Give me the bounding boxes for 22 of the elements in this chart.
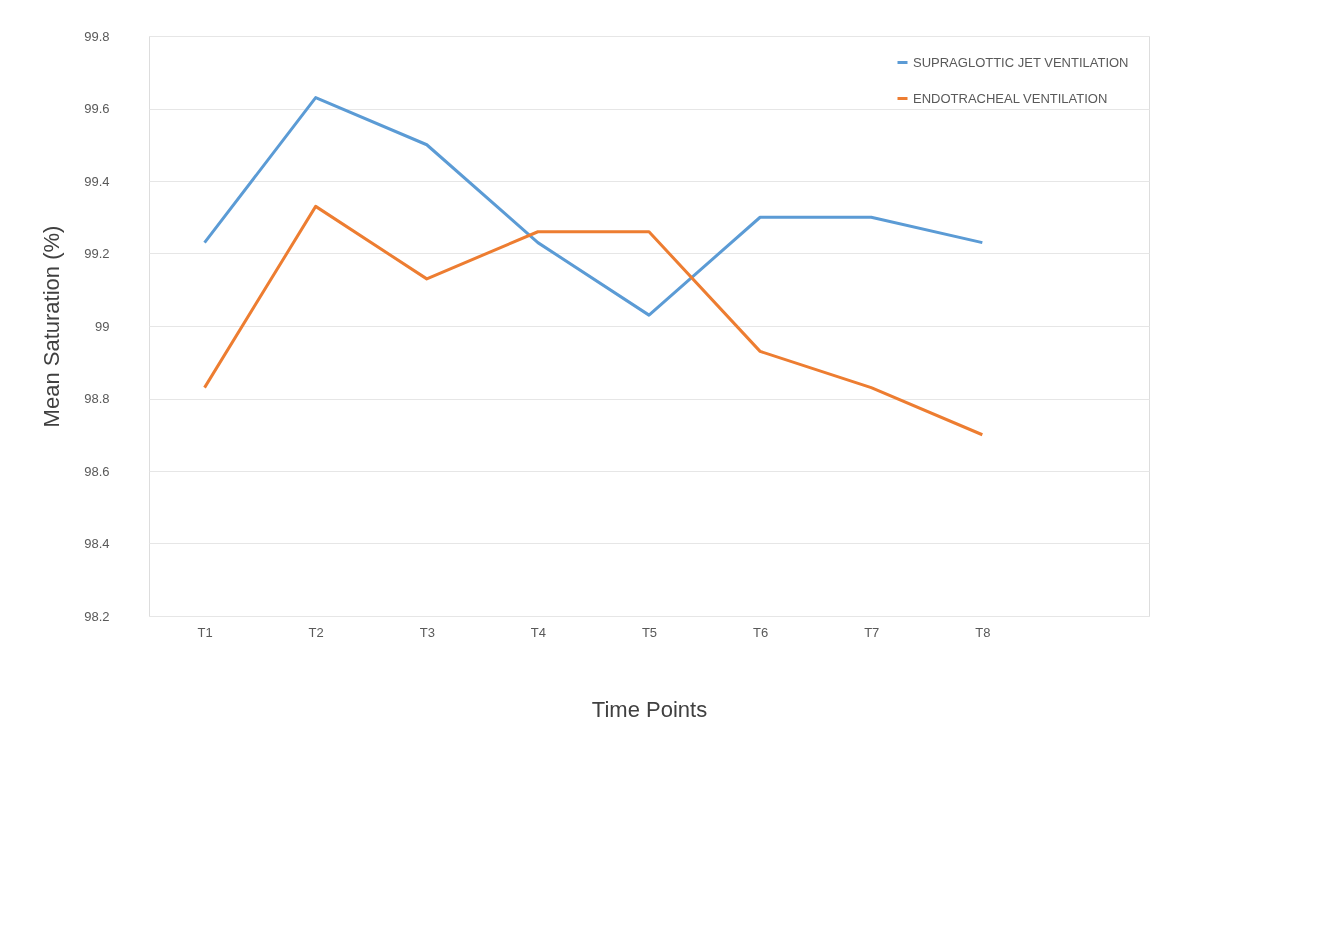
legend-label: ENDOTRACHEAL VENTILATION	[913, 90, 1108, 106]
x-tick-label: T8	[975, 624, 991, 640]
y-axis-title: Mean Saturation (%)	[39, 225, 65, 428]
x-tick-label: T5	[641, 624, 658, 640]
y-tick-label: 99	[95, 318, 110, 334]
line-series	[203, 204, 984, 437]
x-tick-label: T1	[197, 624, 213, 640]
x-tick-label: T7	[864, 624, 880, 640]
y-tick-label: 99.4	[84, 173, 110, 189]
y-tick-label: 99.8	[84, 28, 110, 44]
y-tick-label: 98.4	[84, 536, 110, 551]
legend-label: SUPRAGLOTTIC JET VENTILATION	[913, 54, 1129, 70]
y-tick-label: 98.8	[84, 391, 110, 406]
x-tick-label: T3	[419, 624, 435, 640]
x-tick-label: T4	[530, 624, 546, 640]
y-tick-label: 99.2	[84, 246, 110, 261]
y-tick-label: 98.6	[84, 463, 110, 479]
x-tick-label: T6	[753, 624, 769, 640]
y-tick-label: 98.2	[84, 608, 110, 624]
x-tick-label: T2	[308, 624, 324, 640]
x-axis-title: Time Points	[591, 696, 708, 722]
y-tick-label: 99.6	[84, 101, 110, 116]
